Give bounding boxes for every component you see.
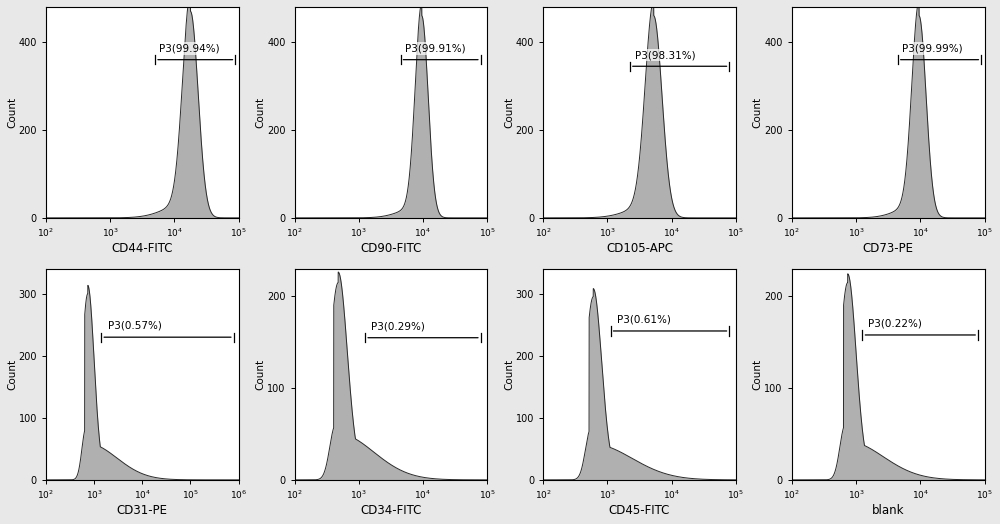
Y-axis label: Count: Count <box>256 97 266 128</box>
Y-axis label: Count: Count <box>504 359 514 390</box>
X-axis label: CD105-APC: CD105-APC <box>606 242 673 255</box>
Text: P3(0.61%): P3(0.61%) <box>617 314 670 324</box>
Text: P3(0.29%): P3(0.29%) <box>371 321 425 331</box>
Y-axis label: Count: Count <box>753 359 763 390</box>
X-axis label: CD45-FITC: CD45-FITC <box>609 504 670 517</box>
Y-axis label: Count: Count <box>7 97 17 128</box>
X-axis label: CD44-FITC: CD44-FITC <box>111 242 173 255</box>
Text: P3(0.57%): P3(0.57%) <box>108 321 162 331</box>
X-axis label: CD73-PE: CD73-PE <box>863 242 914 255</box>
Text: P3(98.31%): P3(98.31%) <box>635 50 695 60</box>
X-axis label: CD90-FITC: CD90-FITC <box>360 242 422 255</box>
Text: P3(99.91%): P3(99.91%) <box>405 43 465 53</box>
Y-axis label: Count: Count <box>504 97 514 128</box>
X-axis label: CD34-FITC: CD34-FITC <box>360 504 422 517</box>
Text: P3(99.94%): P3(99.94%) <box>159 43 220 53</box>
Y-axis label: Count: Count <box>256 359 266 390</box>
Text: P3(99.99%): P3(99.99%) <box>902 43 963 53</box>
Y-axis label: Count: Count <box>753 97 763 128</box>
X-axis label: blank: blank <box>872 504 904 517</box>
Y-axis label: Count: Count <box>7 359 17 390</box>
Text: P3(0.22%): P3(0.22%) <box>868 319 922 329</box>
X-axis label: CD31-PE: CD31-PE <box>117 504 168 517</box>
